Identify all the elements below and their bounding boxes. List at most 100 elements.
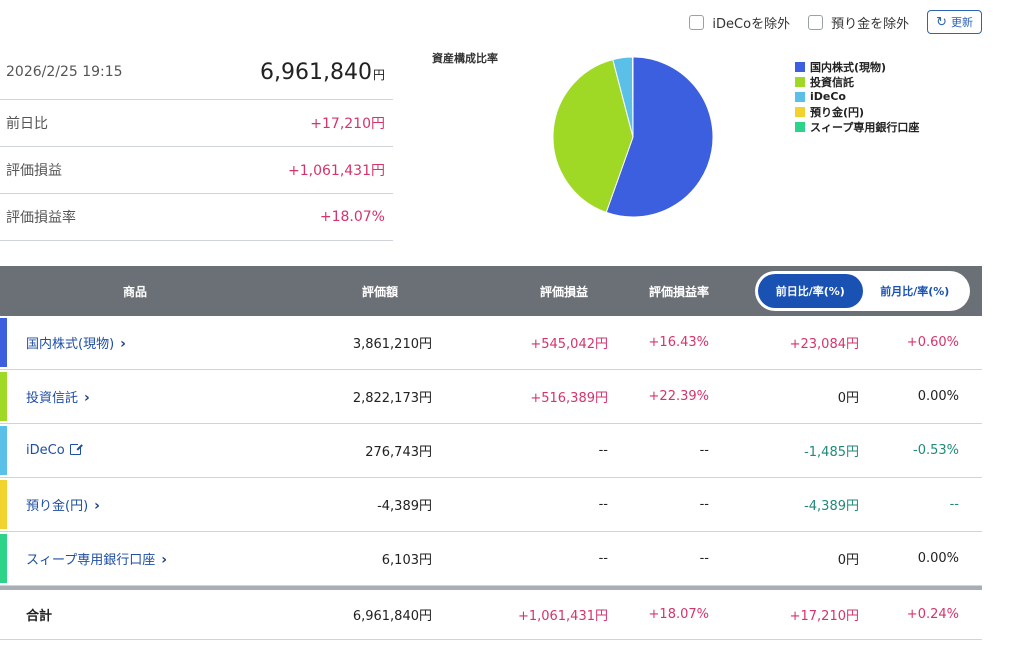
summary-value: +17,210円: [310, 116, 385, 132]
product-link[interactable]: スィープ専用銀行口座 ›: [26, 552, 168, 568]
legend-swatch: [795, 61, 805, 72]
table-row: スィープ専用銀行口座 › 6,103円 -- -- 0円 0.00%: [0, 532, 982, 586]
product-link[interactable]: 国内株式(現物) ›: [26, 336, 126, 352]
pl-rate-cell: --: [699, 443, 709, 458]
summary-label: 前日比: [6, 116, 48, 132]
legend-item: 投資信託: [795, 74, 919, 89]
daily-change-tab[interactable]: 前日比/率(%): [758, 274, 863, 308]
pl-rate-cell: +22.39%: [648, 389, 709, 404]
period-toggle: 前日比/率(%) 前月比/率(%): [755, 271, 970, 311]
exclude-ideco-label: iDeCoを除外: [712, 16, 791, 32]
asset-pie-chart: [552, 56, 714, 218]
refresh-icon: ↻: [936, 14, 947, 30]
product-link[interactable]: iDeCo: [26, 442, 83, 458]
table-row: 預り金(円) › -4,389円 -- -- -4,389円 --: [0, 478, 982, 532]
pl-cell: +516,389円: [530, 391, 608, 406]
summary-panel: 2026/2/25 19:15 6,961,840円 前日比 +17,210円 …: [0, 45, 393, 241]
total-pl-rate: +18.07%: [648, 607, 709, 622]
day-change-rate-cell: -0.53%: [913, 443, 959, 458]
legend-label: スィープ専用銀行口座: [810, 120, 920, 134]
value-cell: 6,103円: [381, 553, 432, 568]
day-change-rate-cell: --: [949, 497, 959, 512]
legend-label: 国内株式(現物): [810, 60, 887, 74]
legend-item: 預り金(円): [795, 104, 919, 119]
summary-row: 前日比 +17,210円: [0, 100, 393, 147]
chevron-right-icon: ›: [161, 552, 168, 568]
chevron-right-icon: ›: [120, 336, 126, 352]
category-color-bar: [0, 318, 7, 367]
day-change-cell: -4,389円: [804, 499, 859, 514]
table-row: iDeCo 276,743円 -- -- -1,485円 -0.53%: [0, 424, 982, 478]
total-day-change: +17,210円: [789, 609, 859, 624]
pl-rate-cell: +16.43%: [648, 335, 709, 350]
table-header: 商品 評価額 評価損益 評価損益率 前日比/率(%) 前月比/率(%): [0, 266, 982, 316]
legend-label: 投資信託: [810, 75, 854, 89]
summary-row: 評価損益 +1,061,431円: [0, 147, 393, 194]
legend-swatch: [795, 76, 805, 87]
total-assets-value: 6,961,840: [260, 59, 372, 85]
total-day-change-rate: +0.24%: [906, 607, 959, 622]
category-color-bar: [0, 372, 7, 421]
value-cell: 3,861,210円: [352, 337, 432, 352]
exclude-ideco-checkbox[interactable]: iDeCoを除外: [689, 13, 790, 32]
value-cell: 2,822,173円: [352, 391, 432, 406]
header-pl-rate: 評価損益率: [648, 284, 709, 299]
legend-item: スィープ専用銀行口座: [795, 119, 919, 134]
pl-cell: --: [598, 551, 608, 566]
refresh-button[interactable]: ↻ 更新: [927, 10, 982, 34]
refresh-label: 更新: [951, 16, 973, 29]
header-pl: 評価損益: [539, 284, 588, 299]
table-body: 国内株式(現物) › 3,861,210円 +545,042円 +16.43% +23,0…: [0, 316, 982, 586]
legend-item: iDeCo: [795, 89, 919, 104]
value-cell: 276,743円: [365, 445, 432, 460]
pl-rate-cell: --: [699, 497, 709, 512]
pl-cell: --: [598, 497, 608, 512]
product-link[interactable]: 投資信託 ›: [26, 390, 90, 406]
category-color-bar: [0, 426, 7, 475]
table-total-row: 合計 6,961,840円 +1,061,431円 +18.07% +17,21…: [0, 586, 982, 640]
product-cell: 投資信託 ›: [0, 387, 270, 406]
category-color-bar: [0, 480, 7, 529]
day-change-cell: 0円: [837, 553, 859, 568]
pl-cell: --: [598, 443, 608, 458]
checkbox-box[interactable]: [808, 14, 824, 30]
top-controls: iDeCoを除外 預り金を除外 ↻ 更新: [689, 9, 982, 35]
as-of-datetime: 2026/2/25 19:15: [6, 64, 123, 80]
header-product: 商品: [122, 284, 147, 299]
summary-label: 評価損益: [6, 163, 62, 179]
chevron-right-icon: ›: [94, 498, 100, 514]
product-cell: スィープ専用銀行口座 ›: [0, 549, 270, 568]
day-change-cell: -1,485円: [804, 445, 859, 460]
header-value: 評価額: [361, 284, 398, 299]
chevron-right-icon: ›: [84, 390, 90, 406]
product-link[interactable]: 預り金(円) ›: [26, 498, 100, 514]
total-assets: 6,961,840円: [260, 60, 385, 85]
summary-value: +18.07%: [319, 209, 385, 225]
day-change-cell: 0円: [837, 391, 859, 406]
pie-slice: [605, 56, 714, 218]
table-row: 投資信託 › 2,822,173円 +516,389円 +22.39% 0円 0.00%: [0, 370, 982, 424]
product-name: スィープ専用銀行口座: [26, 553, 156, 568]
external-link-icon: [69, 442, 83, 455]
day-change-rate-cell: +0.60%: [906, 335, 959, 350]
legend-item: 国内株式(現物): [795, 59, 919, 74]
summary-label: 評価損益率: [6, 210, 76, 226]
chart-title: 資産構成比率: [432, 52, 498, 65]
product-cell: 国内株式(現物) ›: [0, 333, 270, 352]
monthly-change-tab[interactable]: 前月比/率(%): [862, 274, 967, 308]
value-cell: -4,389円: [377, 499, 432, 514]
total-value: 6,961,840円: [352, 609, 432, 624]
total-label: 合計: [26, 609, 53, 624]
product-name: 国内株式(現物): [26, 337, 115, 352]
legend-swatch: [795, 121, 805, 132]
product-name: 投資信託: [26, 391, 79, 406]
legend-label: iDeCo: [810, 90, 846, 103]
pl-cell: +545,042円: [530, 337, 608, 352]
exclude-deposit-checkbox[interactable]: 預り金を除外: [808, 13, 909, 32]
checkbox-box[interactable]: [689, 14, 705, 30]
legend-label: 預り金(円): [810, 105, 865, 119]
pie-slice: [552, 58, 634, 214]
exclude-deposit-label: 預り金を除外: [831, 16, 910, 32]
product-cell: iDeCo: [0, 442, 270, 458]
product-name: 預り金(円): [26, 499, 89, 514]
